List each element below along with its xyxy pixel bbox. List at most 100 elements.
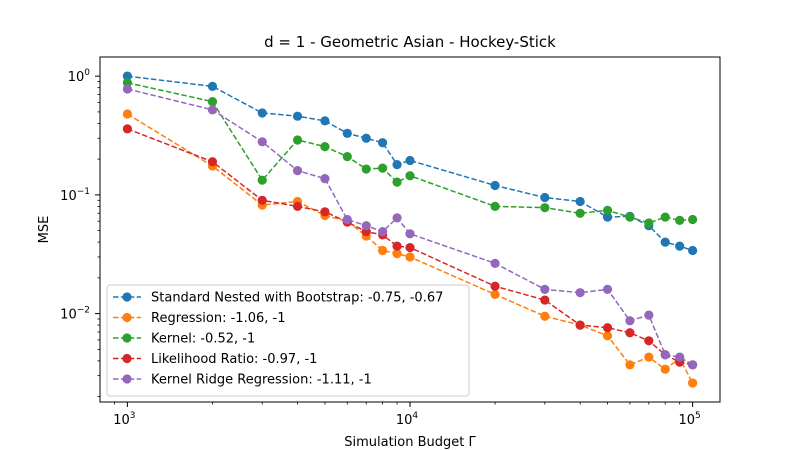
data-point <box>392 177 402 187</box>
legend-label: Standard Nested with Bootstrap: -0.75, -… <box>151 291 443 306</box>
data-point <box>405 229 415 239</box>
data-point <box>675 241 685 251</box>
data-point <box>625 360 635 370</box>
data-point <box>257 108 267 118</box>
data-point <box>392 249 402 259</box>
data-point <box>378 163 388 173</box>
data-point <box>207 97 218 107</box>
legend-label: Kernel: -0.52, -1 <box>151 332 255 347</box>
data-point <box>625 316 635 326</box>
data-point <box>675 215 685 225</box>
data-point <box>257 195 267 205</box>
data-point <box>540 295 550 305</box>
data-point <box>207 157 218 167</box>
x-axis-label: Simulation Budget Γ <box>344 435 476 450</box>
legend-label: Likelihood Ratio: -0.97, -1 <box>151 352 317 367</box>
data-point <box>575 196 585 207</box>
data-point <box>688 214 698 225</box>
y-tick-label: 10−1 <box>60 187 90 204</box>
legend-label: Kernel Ridge Regression: -1.11, -1 <box>151 373 372 388</box>
legend-item: Standard Nested with Bootstrap: -0.75, -… <box>113 291 443 306</box>
data-point <box>122 71 132 81</box>
data-point <box>392 213 402 223</box>
data-point <box>688 360 698 370</box>
series-4 <box>122 84 698 370</box>
chart-title: d = 1 - Geometric Asian - Hockey-Stick <box>264 33 556 51</box>
legend-marker <box>122 374 132 384</box>
legend-marker <box>122 312 132 323</box>
data-point <box>540 311 550 321</box>
data-point <box>602 331 613 341</box>
ticks-layer: 103 104 105 100 10−1 10−2 <box>60 68 701 428</box>
data-point <box>378 138 388 148</box>
data-point <box>392 241 402 251</box>
legend-marker <box>122 333 132 343</box>
data-point <box>540 284 550 294</box>
data-point <box>644 336 654 346</box>
data-point <box>207 81 218 91</box>
data-point <box>405 242 415 253</box>
data-point <box>378 227 388 237</box>
legend-marker <box>122 292 132 302</box>
legend-item: Kernel Ridge Regression: -1.11, -1 <box>113 373 372 388</box>
data-point <box>292 166 303 176</box>
data-point <box>490 180 500 191</box>
data-point <box>490 258 500 268</box>
data-point <box>660 350 670 360</box>
data-point <box>540 192 550 203</box>
data-point <box>688 245 698 256</box>
legend-box <box>106 284 470 397</box>
data-point <box>122 109 132 119</box>
data-point <box>361 133 371 143</box>
data-point <box>490 201 500 211</box>
legend: Standard Nested with Bootstrap: -0.75, -… <box>106 284 470 397</box>
legend-label: Regression: -1.06, -1 <box>151 311 285 326</box>
data-point <box>644 218 654 228</box>
legend-item: Regression: -1.06, -1 <box>113 311 285 326</box>
data-point <box>405 155 415 166</box>
x-tick-label: 105 <box>678 411 700 428</box>
data-point <box>378 245 388 256</box>
legend-item: Likelihood Ratio: -0.97, -1 <box>113 352 317 367</box>
x-tick-label: 103 <box>113 411 135 428</box>
y-tick-label: 100 <box>68 68 91 85</box>
data-point <box>292 135 303 145</box>
data-point <box>575 288 585 298</box>
data-point <box>342 128 352 138</box>
data-point <box>602 212 613 222</box>
data-point <box>122 84 132 94</box>
data-point <box>602 323 613 333</box>
data-point <box>540 203 550 213</box>
data-point <box>122 124 132 134</box>
data-point <box>392 159 402 170</box>
data-point <box>257 175 267 185</box>
data-point <box>342 214 352 225</box>
data-point <box>675 352 685 362</box>
data-point <box>490 281 500 291</box>
data-point <box>644 352 654 362</box>
y-tick-label: 10−2 <box>60 306 90 323</box>
data-point <box>688 378 698 388</box>
data-point <box>660 212 670 222</box>
plot-layer <box>122 71 698 388</box>
data-point <box>660 237 670 247</box>
data-point <box>625 328 635 338</box>
legend-marker <box>122 353 132 364</box>
data-point <box>602 284 613 294</box>
data-point <box>361 221 371 231</box>
data-point <box>660 364 670 374</box>
data-point <box>644 310 654 320</box>
y-axis-label: MSE <box>37 216 52 244</box>
series-1 <box>122 109 698 388</box>
x-tick-label: 104 <box>396 411 419 428</box>
data-point <box>405 171 415 181</box>
data-point <box>257 137 267 147</box>
data-point <box>625 212 635 222</box>
legend-item: Kernel: -0.52, -1 <box>113 332 255 347</box>
data-point <box>405 252 415 262</box>
data-point <box>320 174 330 184</box>
data-point <box>292 111 303 121</box>
data-point <box>207 105 218 115</box>
